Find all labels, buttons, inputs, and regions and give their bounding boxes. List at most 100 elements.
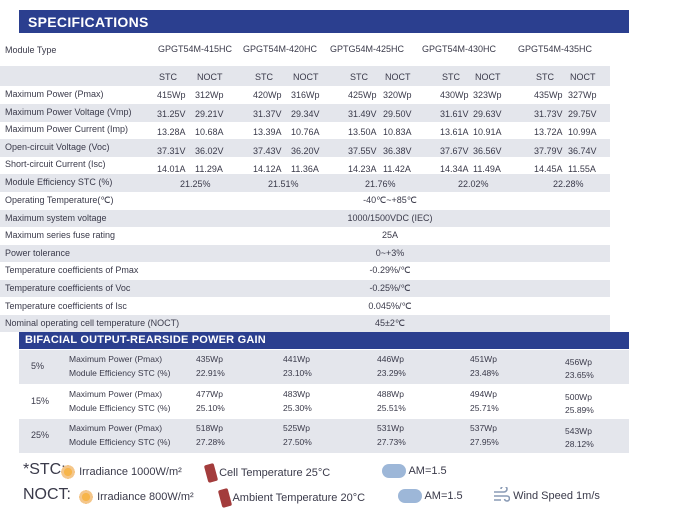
power-value: 477Wp xyxy=(196,388,223,399)
thermometer-icon xyxy=(217,488,233,508)
noct-lead: NOCT: xyxy=(23,486,71,503)
row-value: 36.02V xyxy=(195,146,224,156)
row-value: 37.43V xyxy=(253,146,282,156)
model-name: GPGT54M-430HC xyxy=(422,44,497,54)
gain-percent: 5% xyxy=(31,361,45,371)
row-label: Operating Temperature(℃) xyxy=(5,195,114,205)
row-value: 11.49A xyxy=(473,164,501,174)
efficiency-value: 25.89% xyxy=(565,404,594,415)
row-value: 320Wp xyxy=(383,90,412,100)
efficiency-value: 21.51% xyxy=(268,179,299,189)
cloud-icon xyxy=(382,464,406,478)
gain-percent: 15% xyxy=(31,395,50,406)
gain-percent: 25% xyxy=(31,430,50,440)
power-value: 456Wp xyxy=(565,357,592,367)
stc-header: STC xyxy=(536,72,554,82)
efficiency-label: Module Efficiency STC (%) xyxy=(69,437,171,447)
row-value: 312Wp xyxy=(195,90,224,100)
row-value: 13.72A xyxy=(534,127,563,137)
row-value: 31.49V xyxy=(348,109,377,119)
efficiency-label: Module Efficiency STC (%) xyxy=(69,402,171,413)
efficiency-label: Module Efficiency STC (%) xyxy=(69,368,171,378)
efficiency-value: 27.50% xyxy=(283,437,312,447)
row-value: 14.34A xyxy=(440,164,469,174)
row-value: 0.045%/℃ xyxy=(368,300,412,311)
efficiency-value: 23.48% xyxy=(470,368,499,378)
power-value: 451Wp xyxy=(470,354,497,364)
efficiency-row: Module Efficiency STC (%) 21.25% 21.51% 21.… xyxy=(0,174,610,192)
noct-temperature: Ambient Temperature 20°C xyxy=(232,491,366,504)
noct-am: AM=1.5 xyxy=(424,489,463,502)
row-label: Maximum Power Current (Imp) xyxy=(5,124,129,134)
power-value: 435Wp xyxy=(196,354,223,364)
electrical-row: Maximum Power Current (Imp) 13.28A 10.68A 1… xyxy=(0,121,610,139)
row-value: 14.01A xyxy=(157,164,186,174)
row-value: 327Wp xyxy=(568,90,597,100)
row-value: 37.67V xyxy=(440,146,469,156)
row-value: 316Wp xyxy=(291,90,320,100)
power-value: 488Wp xyxy=(377,388,404,399)
row-value: 36.56V xyxy=(473,146,502,156)
specifications-banner: SPECIFICATIONS xyxy=(19,10,629,33)
row-value: 10.91A xyxy=(473,127,502,137)
row-value: 29.50V xyxy=(383,109,412,119)
power-value: 446Wp xyxy=(377,354,404,364)
row-value: 323Wp xyxy=(473,90,502,100)
noct-header: NOCT xyxy=(475,72,501,82)
row-value: 13.61A xyxy=(440,127,469,137)
bifacial-banner: BIFACIAL OUTPUT-REARSIDE POWER GAIN xyxy=(19,332,629,349)
electrical-row: Maximum Power (Pmax) 415Wp 312Wp 420Wp 316Wp… xyxy=(0,86,610,104)
power-value: 531Wp xyxy=(377,423,404,433)
row-value: 36.74V xyxy=(568,146,597,156)
sun-icon xyxy=(60,464,76,480)
general-row: Power tolerance 0~+3% xyxy=(0,244,610,262)
bifacial-row: 15% Maximum Power (Pmax) Module Efficiency… xyxy=(19,385,629,419)
row-value: 1000/1500VDC (IEC) xyxy=(347,212,433,223)
row-label: Short-circuit Current (Isc) xyxy=(5,159,106,169)
power-value: 525Wp xyxy=(283,423,310,433)
row-value: 415Wp xyxy=(157,90,186,100)
power-value: 543Wp xyxy=(565,426,592,436)
thermometer-icon xyxy=(203,463,219,483)
stc-noct-header: STC NOCT STC NOCT STC NOCT STC NOCT STC NOCT xyxy=(0,66,610,86)
row-value: 14.45A xyxy=(534,164,563,174)
row-value: 29.75V xyxy=(568,109,597,119)
module-type-row: Module Type GPGT54M-415HC GPGT54M-420HC GPT… xyxy=(0,42,610,60)
stc-header: STC xyxy=(442,72,460,82)
noct-header: NOCT xyxy=(385,72,411,82)
row-value: 37.79V xyxy=(534,146,563,156)
sun-icon xyxy=(78,489,94,505)
row-value: 425Wp xyxy=(348,90,377,100)
efficiency-value: 22.91% xyxy=(196,368,225,378)
efficiency-value: 25.30% xyxy=(283,402,312,413)
general-row: Temperature coefficients of Pmax -0.29%/℃ xyxy=(0,262,610,279)
row-value: 14.23A xyxy=(348,164,377,174)
row-value: 31.25V xyxy=(157,109,186,119)
stc-am: AM=1.5 xyxy=(408,464,447,477)
noct-irradiance: Irradiance 800W/m² xyxy=(97,490,194,503)
row-value: 435Wp xyxy=(534,90,563,100)
row-value: 13.39A xyxy=(253,127,282,137)
row-value: -0.25%/℃ xyxy=(369,283,411,293)
stc-header: STC xyxy=(255,72,273,82)
stc-header: STC xyxy=(350,72,368,82)
row-value: 420Wp xyxy=(253,90,282,100)
row-value: 430Wp xyxy=(440,90,469,100)
noct-header: NOCT xyxy=(570,72,596,82)
row-value: 11.36A xyxy=(291,164,319,174)
row-value: 29.21V xyxy=(195,109,224,119)
row-value: 0~+3% xyxy=(375,247,405,258)
general-row: Temperature coefficients of Isc 0.045%/℃ xyxy=(0,298,610,315)
row-value: 14.12A xyxy=(253,164,282,174)
row-label: Temperature coefficients of Isc xyxy=(5,300,127,311)
power-label: Maximum Power (Pmax) xyxy=(69,423,163,433)
efficiency-value: 27.28% xyxy=(196,437,225,447)
efficiency-value: 25.10% xyxy=(196,402,225,413)
row-label: Maximum system voltage xyxy=(5,212,107,223)
power-value: 500Wp xyxy=(565,391,592,402)
stc-header: STC xyxy=(159,72,177,82)
noct-legend: NOCT: Irradiance 800W/m² Ambient Tempera… xyxy=(0,483,680,513)
row-value: -40℃~+85℃ xyxy=(363,195,417,205)
efficiency-value: 23.65% xyxy=(565,370,594,380)
row-label: Maximum Power (Pmax) xyxy=(5,89,104,99)
